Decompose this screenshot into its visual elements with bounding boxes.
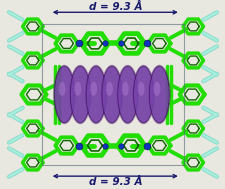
Ellipse shape: [117, 66, 137, 123]
Ellipse shape: [90, 82, 97, 96]
Ellipse shape: [53, 65, 76, 124]
Ellipse shape: [74, 82, 81, 96]
Ellipse shape: [121, 82, 128, 96]
Ellipse shape: [147, 65, 170, 124]
Ellipse shape: [86, 66, 106, 123]
Ellipse shape: [84, 65, 107, 124]
Bar: [42, 24, 183, 165]
Ellipse shape: [133, 66, 153, 123]
Ellipse shape: [149, 66, 169, 123]
Text: d = 9.3 Å: d = 9.3 Å: [88, 2, 141, 12]
Ellipse shape: [54, 66, 74, 123]
Ellipse shape: [116, 65, 139, 124]
Ellipse shape: [68, 65, 91, 124]
Ellipse shape: [153, 82, 160, 96]
Ellipse shape: [101, 66, 121, 123]
Ellipse shape: [131, 65, 154, 124]
Ellipse shape: [70, 66, 90, 123]
Ellipse shape: [100, 65, 123, 124]
Text: d = 9.3 Å: d = 9.3 Å: [88, 177, 141, 187]
Ellipse shape: [106, 82, 112, 96]
Ellipse shape: [137, 82, 144, 96]
Ellipse shape: [58, 82, 65, 96]
